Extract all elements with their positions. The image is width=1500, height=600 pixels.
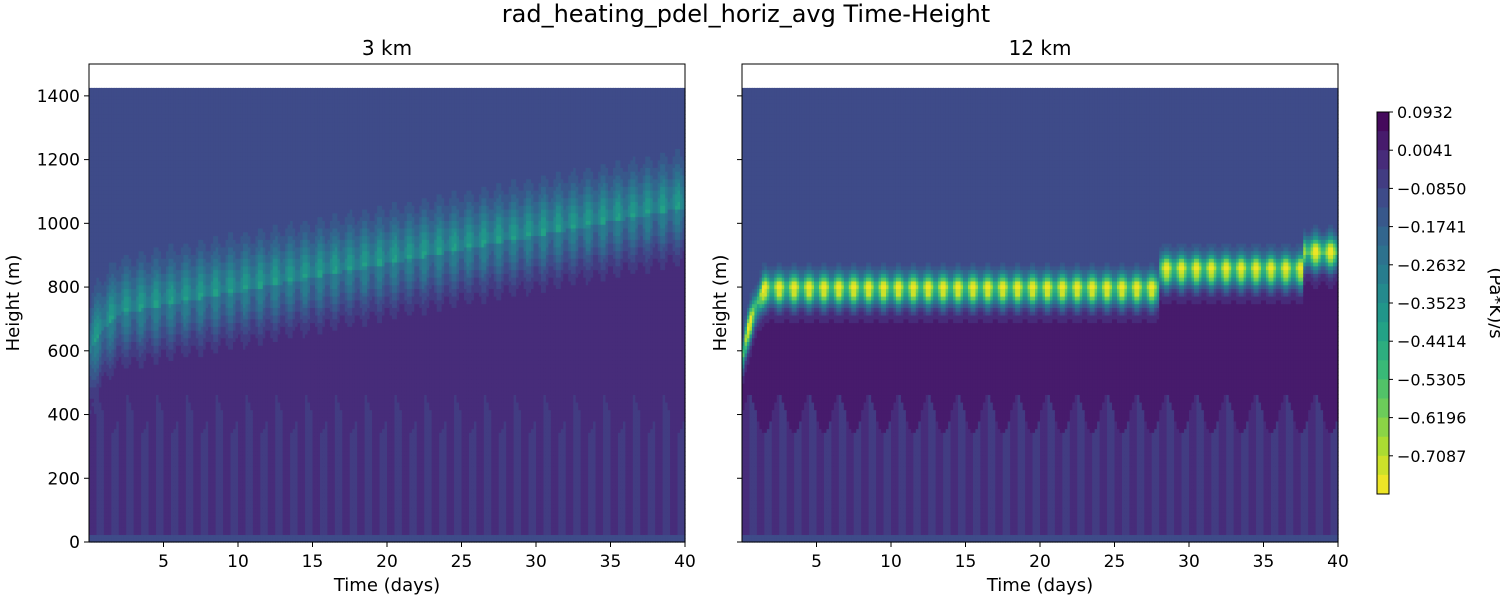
figure-title: rad_heating_pdel_horiz_avg Time-Height [502, 0, 990, 28]
figure: rad_heating_pdel_horiz_avg Time-Height 3… [0, 0, 1500, 600]
left-heatmap [89, 88, 686, 543]
left-panel-title: 3 km [362, 36, 412, 60]
